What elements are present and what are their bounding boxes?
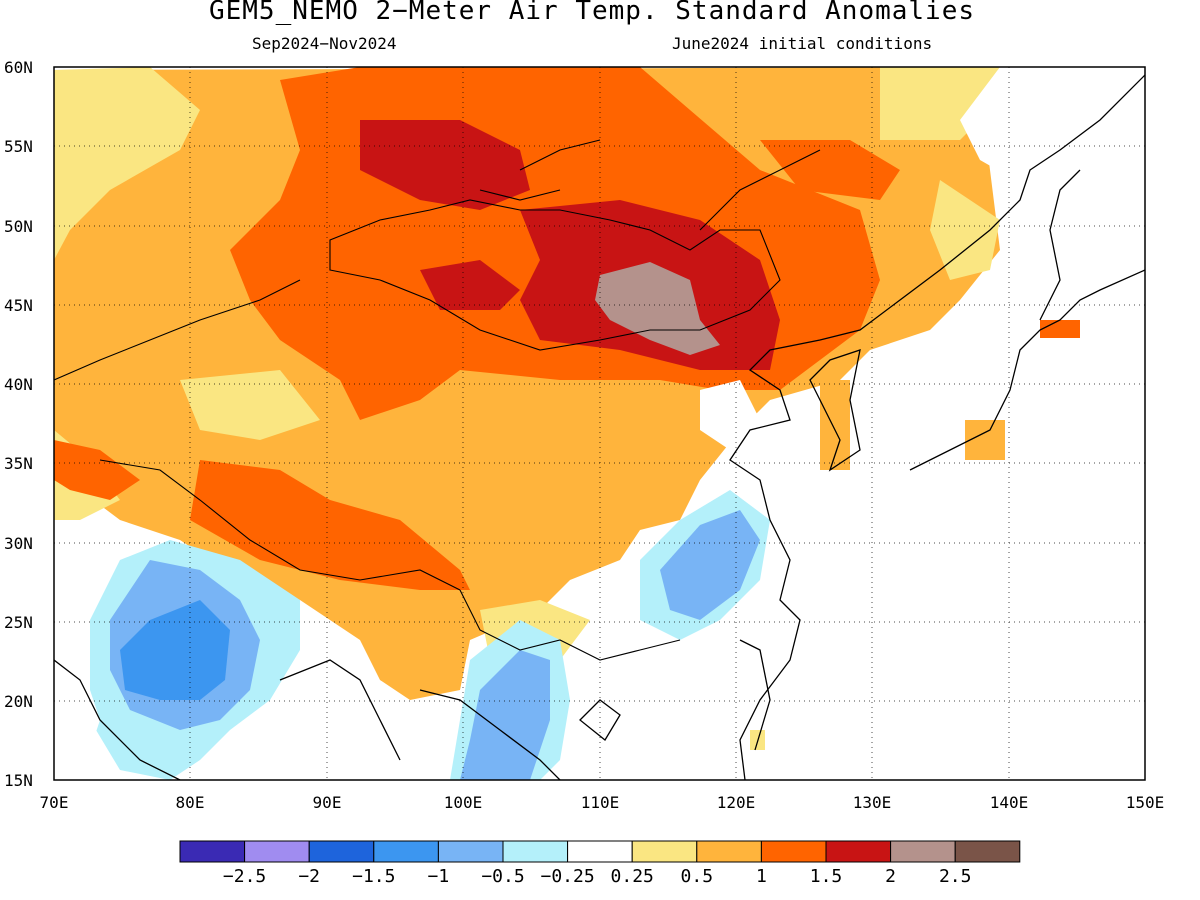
lon-tick: 150E <box>1126 793 1165 812</box>
colorbar-label: −0.25 <box>541 866 595 887</box>
anomaly-region-2p0 <box>595 262 720 355</box>
season-subtitle: Sep2024−Nov2024 <box>252 34 397 53</box>
country-borders <box>54 139 821 661</box>
colorbar-swatch <box>890 840 956 863</box>
ocean-mask-arabian-sea <box>54 650 100 780</box>
colorbar-label: 2 <box>885 866 896 887</box>
colorbar-swatch <box>760 840 827 863</box>
lon-tick: 140E <box>990 793 1029 812</box>
lat-tick: 30N <box>4 534 33 553</box>
colorbar-label: −1 <box>428 866 450 887</box>
lat-tick: 45N <box>4 296 33 315</box>
anomaly-region-0p25-plateau <box>180 370 320 440</box>
colorbar-swatch <box>825 840 892 863</box>
colorbar-swatch <box>696 840 762 863</box>
anomaly-region-1p5-baikal <box>360 120 530 210</box>
anomaly-patch-hokkaido <box>1040 320 1080 338</box>
map-title: GEM5_NEMO 2−Meter Air Temp. Standard Ano… <box>208 0 976 26</box>
anomaly-region-1p0-east <box>760 140 900 200</box>
colorbar-swatch <box>373 840 439 863</box>
colorbar-label: −2 <box>298 866 320 887</box>
ocean-mask-bay-of-bengal <box>280 660 380 780</box>
lat-tick: 50N <box>4 217 33 236</box>
lon-tick: 120E <box>717 793 756 812</box>
colorbar-swatch <box>954 840 1021 863</box>
colorbar-swatch <box>437 840 504 863</box>
anomaly-fill <box>54 67 1145 780</box>
colorbar-swatch <box>567 840 633 863</box>
initial-conditions-subtitle: June2024 initial conditions <box>672 34 933 53</box>
colorbar-label: 1.5 <box>810 866 843 887</box>
lat-tick: 15N <box>4 771 33 790</box>
colorbar: −2.5 −2 −1.5 −1 −0.5 −0.25 0.25 0.5 1 1.5 2 2.5 <box>179 840 1021 887</box>
lat-tick: 25N <box>4 613 33 632</box>
anomaly-region-neg0p5-indochina <box>460 650 550 780</box>
colorbar-swatch <box>502 840 569 863</box>
colorbar-label: 0.25 <box>611 866 654 887</box>
lat-tick: 60N <box>4 58 33 77</box>
anomaly-region-neg0p5-southeast-china <box>660 510 760 620</box>
colorbar-label: −2.5 <box>223 866 266 887</box>
colorbar-label: −1.5 <box>352 866 395 887</box>
lat-tick: 20N <box>4 692 33 711</box>
colorbar-label: 1 <box>756 866 767 887</box>
colorbar-label: −0.5 <box>481 866 524 887</box>
lon-tick: 110E <box>581 793 620 812</box>
map-frame <box>53 66 1146 781</box>
anomaly-patch-japan <box>965 420 1005 460</box>
lon-tick: 80E <box>176 793 205 812</box>
latitude-ticks: 60N 55N 50N 45N 40N 35N 30N 25N 20N 15N <box>4 58 33 790</box>
colorbar-swatch <box>631 840 698 863</box>
anomaly-region-0p25-northeast <box>880 67 1020 140</box>
coastlines <box>54 74 1145 780</box>
anomaly-region-neg1p0-india <box>120 600 230 700</box>
colorbar-swatch <box>244 840 310 863</box>
anomaly-region-0p25-east <box>930 180 1000 280</box>
lon-tick: 100E <box>444 793 483 812</box>
anomaly-region-1p0-tibet <box>190 460 470 590</box>
lat-tick: 55N <box>4 137 33 156</box>
ocean-mask-northeast <box>960 67 1145 200</box>
colorbar-label: 0.5 <box>681 866 714 887</box>
anomaly-region-1p5-west <box>420 260 520 310</box>
anomaly-region-1p0-west <box>54 440 140 500</box>
lon-tick: 130E <box>853 793 892 812</box>
lon-tick: 70E <box>40 793 69 812</box>
lat-tick: 35N <box>4 454 33 473</box>
graticule <box>54 67 1145 780</box>
lat-tick: 40N <box>4 375 33 394</box>
lon-tick: 90E <box>313 793 342 812</box>
longitude-ticks: 70E 80E 90E 100E 110E 120E 130E 140E 150… <box>40 793 1165 812</box>
ocean-mask-east <box>730 230 1145 780</box>
ocean-mask-bohai <box>700 380 760 450</box>
colorbar-swatch <box>179 840 246 863</box>
colorbar-label: 2.5 <box>939 866 972 887</box>
colorbar-swatch <box>308 840 375 863</box>
anomaly-region-0p25-west <box>54 67 200 260</box>
